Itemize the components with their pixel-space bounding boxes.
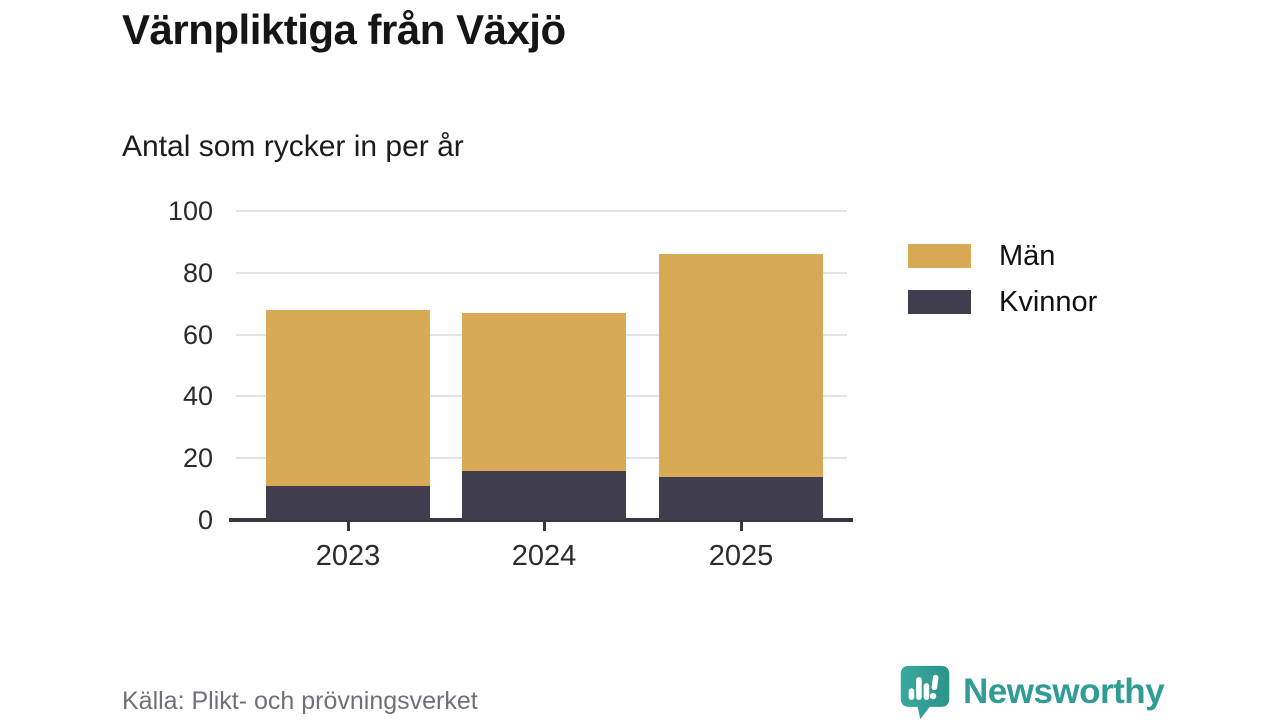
bar-segment-2025-män — [659, 254, 823, 477]
x-axis-label-2025: 2025 — [708, 540, 774, 572]
y-axis-tick-label: 40 — [182, 381, 213, 412]
bar-segment-2023-män — [266, 309, 430, 487]
x-axis-tick — [346, 522, 350, 531]
newsworthy-speech-bubble-chart-icon — [900, 665, 950, 720]
x-axis-label-2023: 2023 — [315, 540, 381, 572]
newsworthy-wordmark: Newsworthy — [963, 672, 1165, 711]
plot-area: 0 20 40 60 80 100 2023 2024 2025 — [168, 196, 853, 572]
legend-swatch-män — [908, 244, 971, 268]
y-axis-tick-label: 20 — [182, 443, 213, 474]
gridline-y-80 — [236, 271, 847, 274]
y-axis-tick-label: 100 — [167, 196, 213, 226]
x-axis-tick — [542, 522, 546, 531]
x-axis-tick — [739, 522, 743, 531]
legend-item-män: Män — [908, 240, 1097, 272]
bar-segment-2025-kvinnor — [659, 476, 823, 520]
chart-title: Värnpliktiga från Växjö — [122, 6, 566, 53]
legend: Män Kvinnor — [908, 240, 1097, 335]
chart-subtitle: Antal som rycker in per år — [122, 130, 464, 163]
newsworthy-logo: Newsworthy — [897, 664, 1165, 720]
bar-segment-2024-kvinnor — [462, 470, 626, 520]
legend-label: Män — [999, 239, 1056, 272]
y-axis-tick-label: 0 — [197, 505, 213, 535]
gridline-y-100 — [236, 210, 847, 212]
y-axis-tick-label: 60 — [182, 319, 213, 350]
y-axis-tick-label: 80 — [182, 257, 213, 288]
x-axis-label-2024: 2024 — [511, 540, 577, 572]
legend-swatch-kvinnor — [908, 290, 971, 314]
x-axis-line — [229, 518, 853, 522]
bar-segment-2024-män — [462, 312, 626, 471]
legend-label: Kvinnor — [999, 285, 1098, 318]
legend-item-kvinnor: Kvinnor — [908, 286, 1097, 318]
bar-segment-2023-kvinnor — [266, 486, 430, 520]
source-note: Källa: Plikt- och prövningsverket — [122, 687, 478, 715]
